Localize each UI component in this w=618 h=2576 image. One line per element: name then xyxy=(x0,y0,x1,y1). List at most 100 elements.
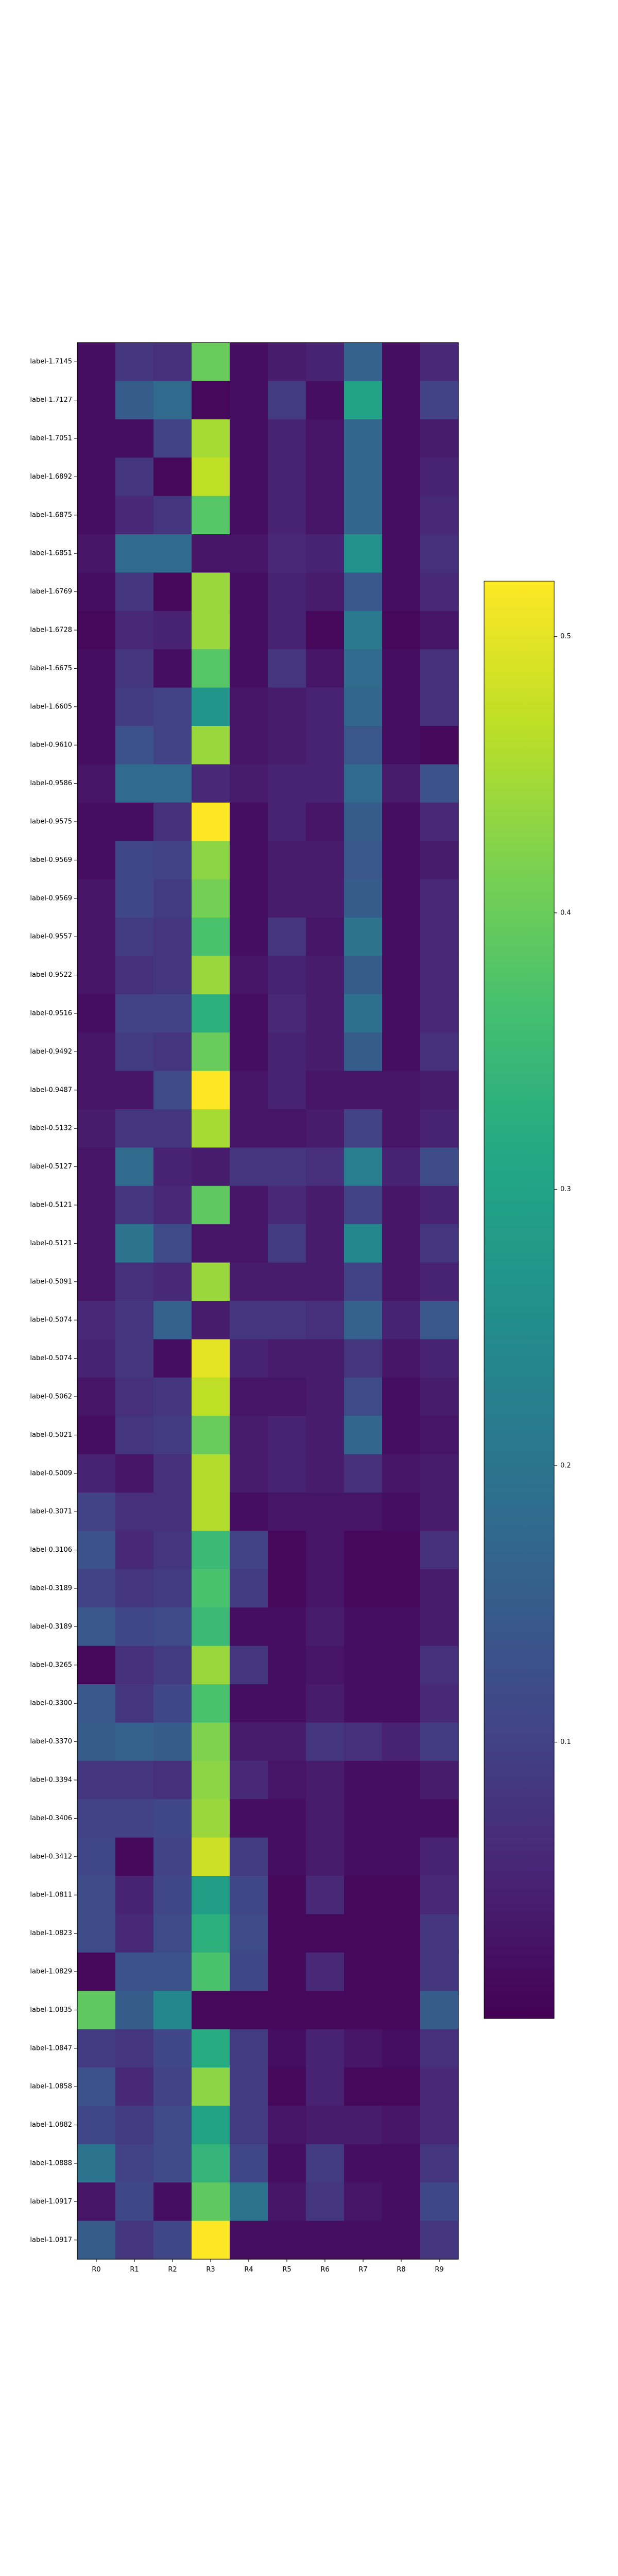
heatmap-cell xyxy=(382,2067,421,2106)
heatmap-cell xyxy=(344,2029,383,2068)
heatmap-cell xyxy=(77,2106,116,2145)
heatmap-cell xyxy=(77,1684,116,1723)
heatmap-cell xyxy=(230,956,268,995)
heatmap-cell xyxy=(115,1109,154,1148)
heatmap-cell xyxy=(420,764,459,803)
heatmap-cell xyxy=(192,381,230,420)
heatmap-cell xyxy=(77,2067,116,2106)
heatmap-cell xyxy=(382,1493,421,1531)
heatmap-cell xyxy=(77,457,116,497)
heatmap-cell xyxy=(77,534,116,573)
heatmap-cell xyxy=(77,1262,116,1301)
heatmap-cell xyxy=(192,1224,230,1263)
y-tick-label: label-0.5121 xyxy=(30,1240,72,1247)
heatmap-cell xyxy=(77,918,116,956)
heatmap-cell xyxy=(230,2029,268,2068)
heatmap-cell xyxy=(420,687,459,726)
heatmap-cell xyxy=(153,1071,192,1110)
heatmap-cell xyxy=(344,649,383,688)
heatmap-cell xyxy=(344,534,383,573)
heatmap-cell xyxy=(420,1071,459,1110)
heatmap-cell xyxy=(153,1952,192,1991)
heatmap-cell xyxy=(420,1760,459,1800)
heatmap-cell xyxy=(306,2144,345,2183)
heatmap-cell xyxy=(382,1339,421,1378)
heatmap-cell xyxy=(153,802,192,841)
heatmap-cell xyxy=(344,1147,383,1187)
heatmap-cell xyxy=(115,1952,154,1991)
heatmap-cell xyxy=(268,2029,306,2068)
heatmap-cell xyxy=(77,841,116,880)
heatmap-cell xyxy=(115,1185,154,1225)
heatmap-cell xyxy=(268,841,306,880)
heatmap-cell xyxy=(77,1493,116,1531)
plot-frame xyxy=(77,342,459,2260)
heatmap-cell xyxy=(306,956,345,995)
heatmap-cell xyxy=(192,1569,230,1608)
heatmap-cell xyxy=(230,1569,268,1608)
heatmap-cell xyxy=(230,879,268,918)
heatmap-cell xyxy=(77,1301,116,1340)
y-tick-label: label-0.5127 xyxy=(30,1163,72,1171)
y-tick-label: label-0.9487 xyxy=(30,1086,72,1094)
heatmap-cell xyxy=(268,802,306,841)
heatmap-cell xyxy=(192,2182,230,2222)
heatmap-cell xyxy=(115,2067,154,2106)
y-tick-label: label-1.6892 xyxy=(30,473,72,481)
heatmap-cell xyxy=(192,1799,230,1838)
heatmap-cell xyxy=(268,918,306,956)
heatmap-cell xyxy=(420,1607,459,1647)
heatmap-cell xyxy=(306,611,345,650)
heatmap-cell xyxy=(115,1377,154,1416)
heatmap-cell xyxy=(382,1454,421,1493)
heatmap-cell xyxy=(382,956,421,995)
heatmap-cell xyxy=(230,2106,268,2145)
heatmap-cell xyxy=(306,1837,345,1876)
heatmap-cell xyxy=(230,1339,268,1378)
heatmap-cell xyxy=(420,1569,459,1608)
heatmap-cell xyxy=(192,802,230,841)
heatmap-cell xyxy=(115,726,154,765)
heatmap-cell xyxy=(153,343,192,381)
heatmap-cell xyxy=(153,1684,192,1723)
heatmap-cell xyxy=(268,2182,306,2222)
heatmap-cells xyxy=(77,343,459,2260)
heatmap-cell xyxy=(153,1109,192,1148)
heatmap-cell xyxy=(230,1224,268,1263)
heatmap-cell xyxy=(420,1147,459,1187)
heatmap-cell xyxy=(192,534,230,573)
heatmap-cell xyxy=(115,2144,154,2183)
heatmap-cell xyxy=(77,1339,116,1378)
heatmap-cell xyxy=(306,419,345,458)
heatmap-cell xyxy=(344,381,383,420)
y-tick-label: label-1.0917 xyxy=(30,2198,72,2206)
heatmap-cell xyxy=(382,1684,421,1723)
heatmap-cell xyxy=(306,1722,345,1761)
y-tick-label: label-1.6875 xyxy=(30,511,72,519)
y-tick-label: label-0.9586 xyxy=(30,779,72,787)
heatmap-cell xyxy=(420,1493,459,1531)
heatmap-cell xyxy=(344,1224,383,1263)
heatmap-cell xyxy=(153,1339,192,1378)
heatmap-cell xyxy=(306,879,345,918)
x-axis: R0 R1 R2 R3 R4 R5 R6 R7 R8 R9 xyxy=(92,2259,444,2274)
heatmap-cell xyxy=(268,1684,306,1723)
heatmap-cell xyxy=(115,994,154,1033)
heatmap-cell xyxy=(77,496,116,535)
x-tick-label: R9 xyxy=(435,2266,443,2274)
heatmap-cell xyxy=(420,1416,459,1455)
y-tick-label: label-0.3189 xyxy=(30,1585,72,1592)
heatmap-cell xyxy=(382,1416,421,1455)
heatmap-cell xyxy=(192,2221,230,2260)
heatmap-cell xyxy=(344,1876,383,1914)
heatmap-cell xyxy=(306,1454,345,1493)
heatmap-cell xyxy=(420,726,459,765)
heatmap-cell xyxy=(230,918,268,956)
y-tick-label: label-0.9575 xyxy=(30,818,72,826)
heatmap-cell xyxy=(115,1224,154,1263)
heatmap-cell xyxy=(306,1301,345,1340)
heatmap-cell xyxy=(268,1339,306,1378)
heatmap-cell xyxy=(268,879,306,918)
heatmap-cell xyxy=(268,1032,306,1072)
heatmap-cell xyxy=(344,1684,383,1723)
